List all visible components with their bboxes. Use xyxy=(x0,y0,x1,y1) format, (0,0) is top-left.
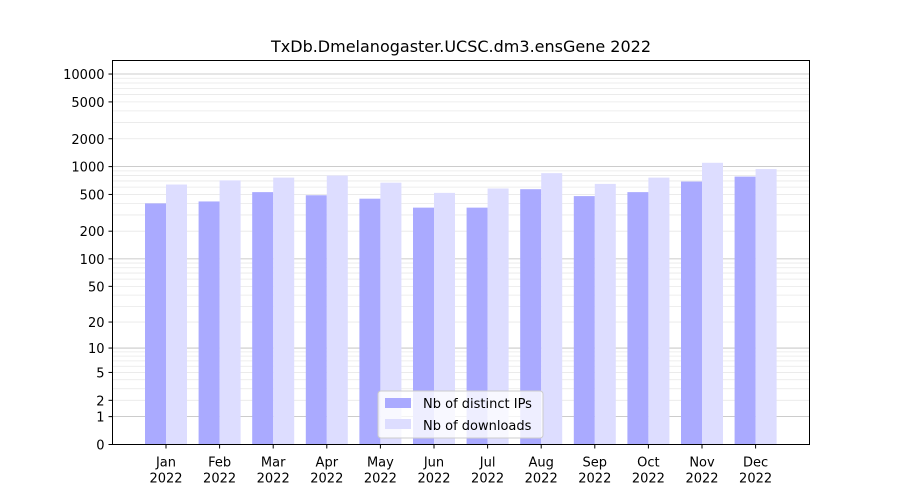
bar-distinct-ips xyxy=(252,192,274,445)
y-tick-label: 2 xyxy=(96,394,104,409)
x-tick-label-month: Apr xyxy=(316,456,339,471)
bars-layer xyxy=(145,162,777,445)
x-tick-label-year: 2022 xyxy=(417,472,450,487)
bar-downloads xyxy=(219,180,241,445)
legend-box xyxy=(377,390,544,439)
x-tick-label-year: 2022 xyxy=(471,472,504,487)
chart-title: TxDb.Dmelanogaster.UCSC.dm3.ensGene 2022 xyxy=(270,37,651,56)
bar-distinct-ips xyxy=(734,176,756,445)
x-tick-label-year: 2022 xyxy=(685,472,718,487)
y-tick-label: 2000 xyxy=(71,133,104,148)
y-tick-label: 1 xyxy=(96,411,104,426)
bar-downloads xyxy=(487,188,509,445)
bar-downloads xyxy=(755,169,777,445)
x-tick-label-month: Feb xyxy=(208,456,231,471)
x-tick-label-month: Nov xyxy=(689,456,715,471)
bar-distinct-ips xyxy=(466,207,488,445)
y-tick-label: 500 xyxy=(80,188,105,203)
x-tick-label-year: 2022 xyxy=(203,472,236,487)
bar-downloads xyxy=(273,177,295,445)
y-tick-label: 200 xyxy=(80,225,105,240)
bar-downloads xyxy=(648,177,670,445)
x-tick-label-month: Aug xyxy=(529,456,554,471)
x-tick-label-year: 2022 xyxy=(578,472,611,487)
y-tick-label: 5000 xyxy=(71,96,104,111)
x-tick-label-month: Dec xyxy=(743,456,768,471)
legend: Nb of distinct IPs Nb of downloads xyxy=(377,390,544,439)
bar-distinct-ips xyxy=(627,192,649,445)
plot-frame xyxy=(112,60,810,445)
x-tick-label-year: 2022 xyxy=(525,472,558,487)
bar-distinct-ips xyxy=(198,201,220,445)
y-tick-label: 20 xyxy=(88,316,105,331)
x-axis: Jan2022Feb2022Mar2022Apr2022May2022Jun20… xyxy=(149,444,772,487)
y-tick-label: 10 xyxy=(88,342,105,357)
bar-downloads xyxy=(702,162,723,445)
bar-downloads xyxy=(326,175,348,445)
bar-distinct-ips xyxy=(413,207,434,445)
x-tick-label-month: Jan xyxy=(155,456,176,471)
y-tick-label: 10000 xyxy=(63,68,104,83)
bar-downloads xyxy=(434,192,455,445)
bar-distinct-ips xyxy=(359,198,381,445)
y-tick-label: 100 xyxy=(80,253,105,268)
x-tick-label-month: Jun xyxy=(423,456,444,471)
bar-distinct-ips xyxy=(520,189,542,445)
bar-downloads xyxy=(166,184,187,445)
legend-swatch-downloads xyxy=(385,419,411,429)
legend-swatch-distinct-ips xyxy=(385,398,411,408)
x-tick-label-month: Oct xyxy=(637,456,659,471)
legend-label-downloads: Nb of downloads xyxy=(423,419,532,434)
bar-distinct-ips xyxy=(573,196,595,445)
y-axis: 0 1 2 5 10 20 50 100 200 500 1000 2000 5000 10000 xyxy=(63,68,113,454)
x-tick-label-year: 2022 xyxy=(364,472,397,487)
x-tick-label-year: 2022 xyxy=(149,472,182,487)
x-tick-label-year: 2022 xyxy=(739,472,772,487)
x-tick-label-month: Jul xyxy=(479,456,496,471)
y-tick-label: 50 xyxy=(88,280,105,295)
x-tick-label-year: 2022 xyxy=(632,472,665,487)
legend-label-distinct-ips: Nb of distinct IPs xyxy=(423,397,532,412)
y-tick-label: 0 xyxy=(96,439,104,454)
bar-downloads xyxy=(541,173,563,445)
bar-distinct-ips xyxy=(305,195,327,445)
y-tick-label: 5 xyxy=(96,366,104,381)
y-tick-label: 1000 xyxy=(71,161,104,176)
bar-distinct-ips xyxy=(681,181,702,445)
x-tick-label-month: May xyxy=(367,456,394,471)
x-tick-label-month: Mar xyxy=(261,456,286,471)
x-tick-label-year: 2022 xyxy=(310,472,343,487)
x-tick-label-month: Sep xyxy=(583,456,608,471)
bar-downloads xyxy=(594,183,616,445)
x-tick-label-year: 2022 xyxy=(257,472,290,487)
bar-downloads xyxy=(380,182,402,445)
bar-distinct-ips xyxy=(145,203,166,445)
